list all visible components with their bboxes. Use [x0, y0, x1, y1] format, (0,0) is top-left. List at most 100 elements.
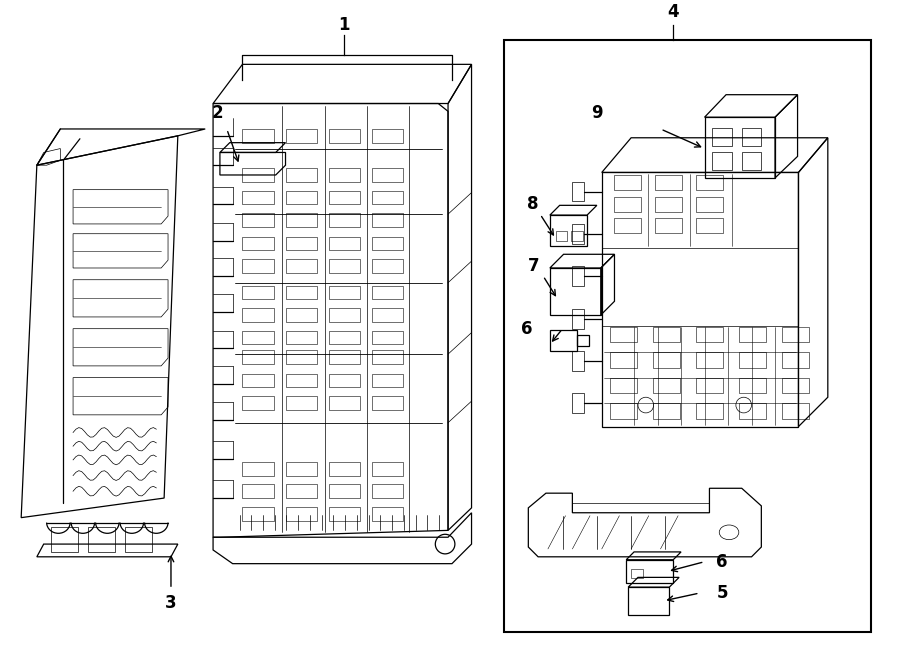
Bar [328, 485, 360, 498]
Bar [328, 462, 360, 475]
Bar [372, 308, 403, 322]
Bar [652, 352, 680, 368]
Bar [372, 330, 403, 344]
Bar [609, 352, 637, 368]
Bar [328, 373, 360, 387]
Bar [285, 129, 317, 143]
Bar [631, 568, 643, 578]
Bar [372, 237, 403, 251]
Bar [242, 308, 274, 322]
Text: 4: 4 [668, 3, 679, 21]
Bar [242, 373, 274, 387]
Bar [372, 485, 403, 498]
Bar [372, 373, 403, 387]
Bar [782, 403, 809, 419]
Bar [285, 373, 317, 387]
Bar [609, 327, 637, 342]
Bar [372, 213, 403, 227]
Bar [555, 231, 568, 241]
Bar [742, 153, 761, 170]
Text: 5: 5 [716, 584, 728, 602]
Bar [372, 396, 403, 410]
Bar [328, 213, 360, 227]
Bar [782, 327, 809, 342]
Bar [739, 327, 766, 342]
Bar [713, 153, 732, 170]
Bar [328, 259, 360, 273]
Bar [654, 197, 682, 212]
Bar [242, 485, 274, 498]
Bar [328, 190, 360, 204]
Text: 7: 7 [527, 257, 539, 275]
Bar [328, 308, 360, 322]
Bar [696, 352, 724, 368]
Bar [242, 350, 274, 364]
Bar [696, 377, 724, 393]
Bar [242, 330, 274, 344]
Bar [572, 231, 583, 241]
Bar [614, 175, 641, 190]
Bar [782, 352, 809, 368]
Bar [242, 168, 274, 182]
Bar [696, 218, 724, 233]
Bar [242, 507, 274, 521]
Text: 3: 3 [166, 594, 176, 612]
Bar [742, 128, 761, 145]
Bar [285, 485, 317, 498]
Bar [328, 129, 360, 143]
Bar [285, 168, 317, 182]
Bar [614, 197, 641, 212]
Text: 9: 9 [591, 104, 603, 122]
Bar [285, 507, 317, 521]
Bar [713, 128, 732, 145]
Bar [125, 527, 152, 552]
Bar [696, 197, 724, 212]
Bar [609, 377, 637, 393]
Bar [285, 330, 317, 344]
Text: 6: 6 [520, 320, 532, 338]
Bar [609, 403, 637, 419]
Bar [285, 213, 317, 227]
Bar [328, 286, 360, 299]
Bar [739, 403, 766, 419]
Text: 1: 1 [338, 16, 350, 34]
Bar [504, 40, 871, 632]
Text: 6: 6 [716, 553, 728, 570]
Bar [372, 190, 403, 204]
Bar [285, 286, 317, 299]
Bar [782, 377, 809, 393]
Text: 2: 2 [212, 104, 223, 122]
Bar [242, 190, 274, 204]
Bar [242, 286, 274, 299]
Bar [652, 377, 680, 393]
Bar [285, 396, 317, 410]
Bar [328, 237, 360, 251]
Bar [242, 213, 274, 227]
Bar [328, 507, 360, 521]
Bar [372, 129, 403, 143]
Bar [696, 403, 724, 419]
Bar [242, 396, 274, 410]
Bar [654, 218, 682, 233]
Bar [372, 350, 403, 364]
Bar [242, 129, 274, 143]
Bar [285, 308, 317, 322]
Bar [372, 259, 403, 273]
Bar [285, 462, 317, 475]
Bar [285, 237, 317, 251]
Bar [242, 259, 274, 273]
Bar [328, 168, 360, 182]
Bar [696, 175, 724, 190]
Bar [652, 403, 680, 419]
Bar [372, 286, 403, 299]
Bar [372, 507, 403, 521]
Bar [372, 462, 403, 475]
Bar [285, 259, 317, 273]
Bar [652, 327, 680, 342]
Bar [328, 350, 360, 364]
Bar [654, 175, 682, 190]
Bar [739, 352, 766, 368]
Bar [242, 462, 274, 475]
Bar [242, 237, 274, 251]
Text: 8: 8 [527, 196, 539, 214]
